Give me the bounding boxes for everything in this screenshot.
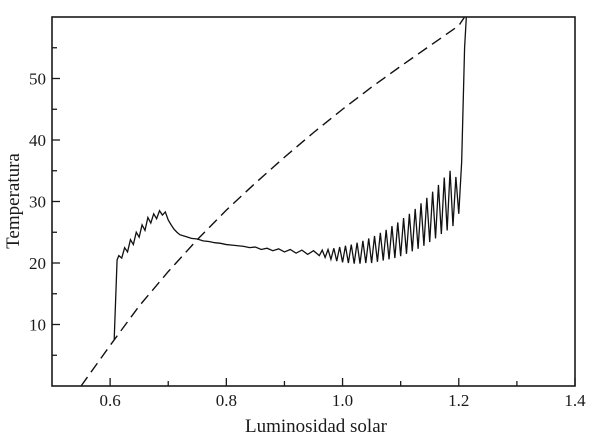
solid-series-line (113, 17, 467, 340)
y-tick-label: 40 (29, 131, 46, 150)
y-tick-label: 50 (29, 70, 46, 89)
x-axis-title: Luminosidad solar (245, 416, 388, 437)
y-tick-label: 30 (29, 193, 46, 212)
x-tick-label: 1.0 (332, 391, 353, 410)
y-tick-label: 10 (29, 316, 46, 335)
plot-area (51, 16, 576, 387)
dashed-series-line (80, 17, 466, 386)
x-tick-label: 1.2 (448, 391, 469, 410)
y-tick-label: 20 (29, 254, 46, 273)
x-tick-label: 0.8 (216, 391, 237, 410)
x-axis: 0.6 0.8 1.0 1.2 1.4 (99, 378, 586, 410)
plot-frame (51, 16, 576, 387)
y-axis-title: Temperatura (3, 153, 24, 249)
y-axis: 10 20 30 40 50 (29, 47, 60, 356)
x-tick-label: 1.4 (564, 391, 586, 410)
x-tick-label: 0.6 (99, 391, 120, 410)
